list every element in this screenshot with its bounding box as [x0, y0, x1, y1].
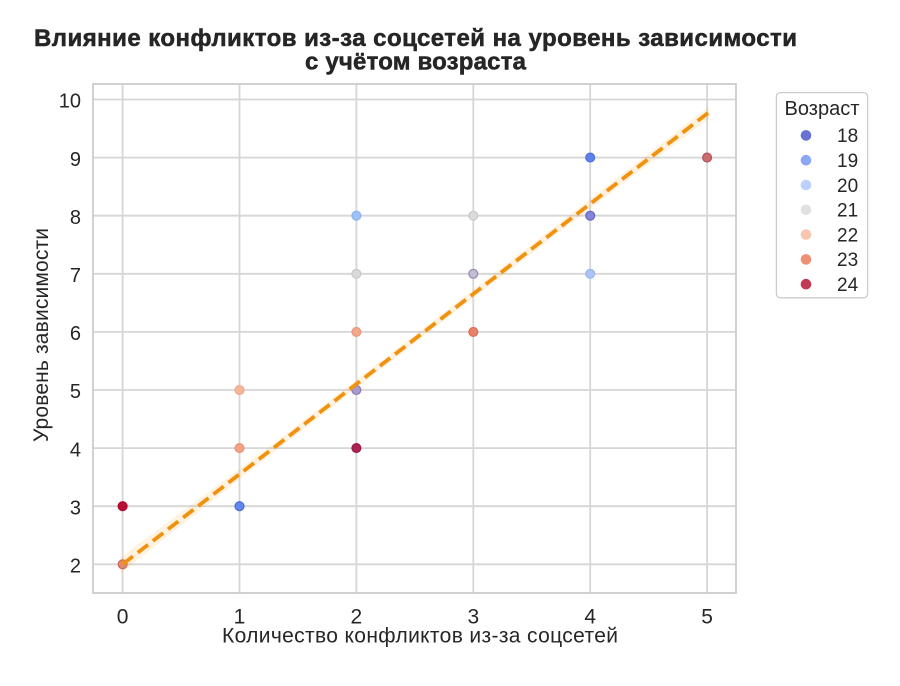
svg-text:19: 19 [837, 151, 858, 172]
svg-text:Количество конфликтов из-за со: Количество конфликтов из-за соцсетей [222, 625, 618, 648]
svg-text:5: 5 [70, 381, 81, 403]
svg-text:с учётом возраста: с учётом возраста [305, 49, 527, 76]
svg-text:10: 10 [59, 91, 81, 113]
svg-text:9: 9 [70, 149, 81, 171]
svg-text:22: 22 [837, 225, 858, 246]
svg-text:4: 4 [70, 439, 81, 461]
svg-text:3: 3 [70, 497, 81, 519]
svg-text:3: 3 [467, 606, 479, 629]
svg-text:5: 5 [701, 606, 713, 629]
svg-text:6: 6 [70, 323, 81, 345]
svg-text:24: 24 [837, 275, 859, 296]
svg-text:Влияние конфликтов из-за соцсе: Влияние конфликтов из-за соцсетей на уро… [34, 25, 797, 52]
svg-text:4: 4 [584, 606, 596, 629]
svg-text:7: 7 [70, 265, 81, 287]
svg-text:8: 8 [70, 207, 81, 229]
svg-text:18: 18 [837, 126, 858, 147]
svg-text:2: 2 [351, 606, 363, 629]
svg-text:20: 20 [837, 176, 858, 197]
svg-text:23: 23 [837, 250, 858, 271]
svg-text:1: 1 [234, 606, 246, 629]
svg-text:21: 21 [837, 201, 858, 222]
svg-text:Возраст: Возраст [785, 98, 860, 120]
svg-text:Уровень зависимости: Уровень зависимости [30, 228, 53, 442]
svg-text:0: 0 [117, 606, 129, 629]
svg-text:2: 2 [70, 555, 81, 577]
